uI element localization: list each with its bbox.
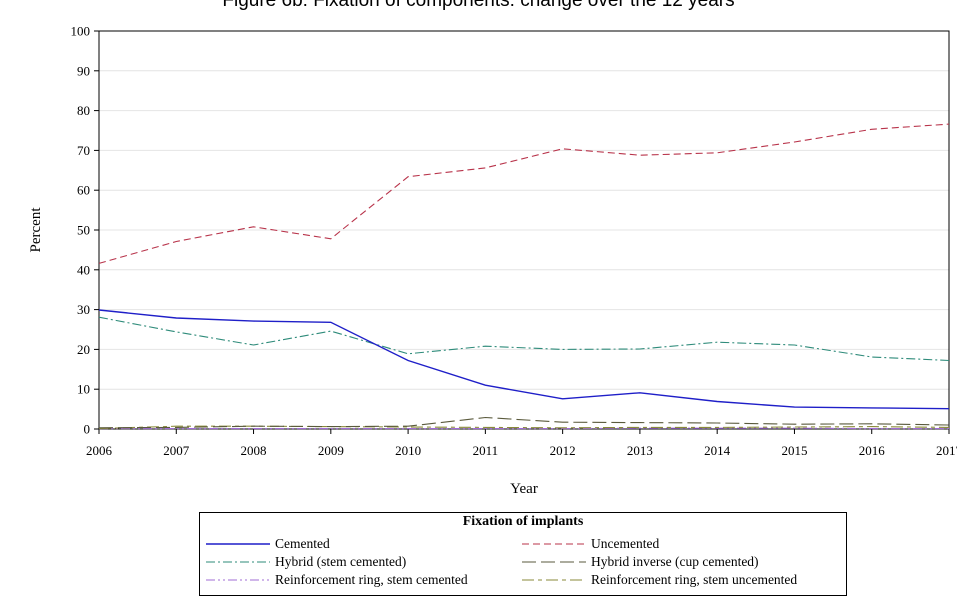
x-tick-label: 2008 <box>241 443 267 458</box>
legend-item: Cemented <box>206 535 330 553</box>
x-tick-label: 2010 <box>395 443 421 458</box>
series-line-reinforcement-ring-stem-uncemented <box>98 425 950 430</box>
y-tick-label: 100 <box>71 24 91 39</box>
legend-label: Reinforcement ring, stem cemented <box>275 572 468 587</box>
legend-item: Reinforcement ring, stem uncemented <box>522 571 797 589</box>
legend-item: Hybrid (stem cemented) <box>206 553 406 571</box>
x-tick-label: 2015 <box>781 443 807 458</box>
legend-label: Cemented <box>275 536 330 551</box>
y-tick-label: 30 <box>77 302 90 317</box>
series-line-cemented <box>98 309 950 410</box>
y-tick-label: 60 <box>77 183 90 198</box>
legend-item: Hybrid inverse (cup cemented) <box>522 553 759 571</box>
x-tick-label: 2007 <box>163 443 190 458</box>
legend-label: Hybrid (stem cemented) <box>275 554 407 569</box>
x-tick-label: 2017 <box>936 443 957 458</box>
legend: Fixation of implants Cemented Uncemented H… <box>199 512 847 596</box>
legend-swatch <box>206 543 270 545</box>
legend-item: Uncemented <box>522 535 659 553</box>
series-line-uncemented <box>98 123 950 264</box>
y-tick-label: 70 <box>77 143 90 158</box>
x-tick-label: 2009 <box>318 443 344 458</box>
y-tick-label: 90 <box>77 63 90 78</box>
legend-swatch <box>522 579 586 581</box>
y-tick-label: 80 <box>77 103 90 118</box>
legend-swatch <box>522 561 586 563</box>
legend-swatch <box>206 579 270 581</box>
x-tick-label: 2011 <box>473 443 499 458</box>
legend-label: Uncemented <box>591 536 660 551</box>
legend-swatch <box>206 561 270 563</box>
series-line-hybrid-inverse-cup-cemented- <box>98 416 950 429</box>
y-tick-label: 40 <box>77 262 90 277</box>
y-tick-label: 0 <box>84 422 91 437</box>
legend-swatch <box>522 543 586 545</box>
x-tick-label: 2013 <box>627 443 653 458</box>
y-tick-label: 50 <box>77 223 90 238</box>
x-tick-label: 2014 <box>704 443 731 458</box>
chart-title: Figure 6b: Fixation of components: chang… <box>222 0 735 11</box>
x-axis-label: Year <box>510 481 538 497</box>
y-axis-label: Percent <box>28 207 44 253</box>
series-line-hybrid-stem-cemented- <box>98 316 950 362</box>
legend-label: Hybrid inverse (cup cemented) <box>591 554 759 569</box>
line-chart: 0 10 20 30 40 50 60 70 80 90 100 2006 2007 2008 2009 20… <box>28 24 957 498</box>
x-tick-label: 2012 <box>550 443 576 458</box>
x-tick-label: 2006 <box>86 443 113 458</box>
y-tick-label: 10 <box>77 382 90 397</box>
legend-label: Reinforcement ring, stem uncemented <box>591 572 798 587</box>
legend-item: Reinforcement ring, stem cemented <box>206 571 468 589</box>
y-tick-label: 20 <box>77 342 90 357</box>
legend-title: Fixation of implants <box>462 514 584 529</box>
x-tick-label: 2016 <box>859 443 886 458</box>
